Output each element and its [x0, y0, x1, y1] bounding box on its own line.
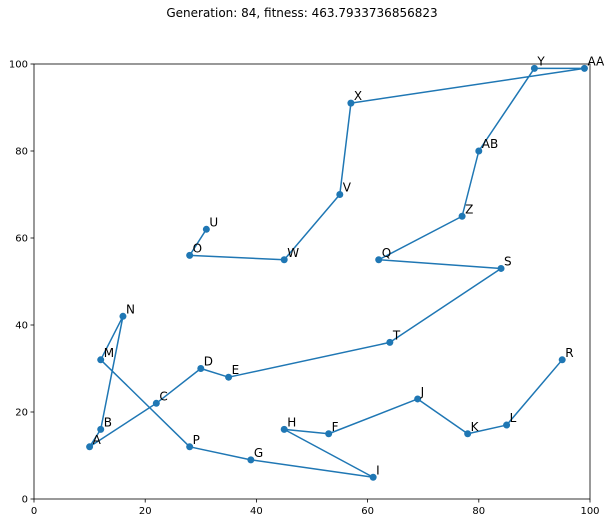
y-tick-label: 60 — [15, 234, 28, 245]
point-label-x: X — [354, 89, 362, 103]
point-label-j: J — [420, 385, 425, 399]
point-label-u: U — [209, 215, 218, 229]
y-tick-label: 0 — [22, 495, 28, 506]
point-label-s: S — [504, 254, 512, 268]
point-aa — [580, 64, 588, 72]
point-label-i: I — [376, 463, 380, 477]
x-tick-label: 80 — [472, 506, 485, 517]
point-p — [186, 443, 194, 451]
point-label-b: B — [104, 415, 112, 429]
point-n — [119, 312, 127, 320]
point-label-d: D — [204, 355, 213, 369]
x-tick-label: 60 — [361, 506, 374, 517]
point-h — [280, 425, 288, 433]
point-label-h: H — [287, 415, 296, 429]
point-label-f: F — [332, 420, 339, 434]
point-x — [347, 99, 355, 107]
point-a — [86, 443, 94, 451]
point-m — [97, 356, 105, 364]
x-tick-label: 0 — [31, 506, 37, 517]
x-axis: 0 20 40 60 80 100 — [31, 499, 600, 517]
point-label-w: W — [287, 246, 299, 260]
x-tick-label: 40 — [250, 506, 263, 517]
point-c — [152, 399, 160, 407]
point-ab — [475, 147, 483, 155]
point-k — [464, 430, 472, 438]
point-label-r: R — [565, 346, 573, 360]
route-line — [88, 67, 586, 478]
plot-area — [33, 63, 591, 500]
point-label-k: K — [471, 420, 480, 434]
point-label-z: Z — [465, 202, 473, 216]
point-y — [530, 64, 538, 72]
y-axis: 0 20 40 60 80 100 — [9, 60, 34, 506]
point-label-t: T — [392, 328, 401, 342]
point-label-m: M — [104, 346, 114, 360]
point-i — [369, 473, 377, 481]
point-b — [97, 425, 105, 433]
x-tick-label: 100 — [580, 506, 599, 517]
point-g — [247, 456, 255, 464]
point-q — [375, 256, 383, 264]
point-label-p: P — [193, 433, 200, 447]
point-s — [497, 264, 505, 272]
point-j — [414, 395, 422, 403]
point-v — [336, 191, 344, 198]
point-label-n: N — [126, 302, 135, 316]
x-tick-label: 20 — [139, 506, 152, 517]
chart-title: Generation: 84, fitness: 463.79337368568… — [166, 6, 437, 20]
point-u — [202, 225, 210, 233]
point-o — [186, 251, 194, 259]
point-label-g: G — [254, 446, 263, 460]
point-w — [280, 256, 288, 264]
point-label-o: O — [193, 241, 202, 255]
point-f — [325, 430, 333, 438]
point-e — [225, 373, 233, 381]
y-tick-label: 100 — [9, 60, 28, 71]
point-label-e: E — [232, 363, 240, 377]
y-tick-label: 80 — [15, 147, 28, 158]
point-z — [458, 212, 466, 220]
point-label-aa: AA — [587, 54, 605, 68]
plot-frame — [33, 63, 591, 500]
point-t — [386, 338, 394, 346]
point-label-v: V — [343, 181, 352, 195]
point-label-a: A — [93, 433, 102, 447]
point-r — [558, 356, 566, 364]
series-layer: UO W V X AA Y AB Z Q S T E D C AB N M P G I H F J K L R — [86, 54, 605, 481]
y-tick-label: 20 — [15, 408, 28, 419]
point-label-l: L — [510, 411, 517, 425]
y-tick-label: 40 — [15, 321, 28, 332]
point-l — [503, 421, 511, 429]
point-d — [197, 365, 205, 372]
point-label-y: Y — [536, 54, 545, 68]
point-label-ab: AB — [482, 137, 498, 151]
point-label-q: Q — [382, 246, 391, 260]
point-label-c: C — [159, 389, 167, 403]
